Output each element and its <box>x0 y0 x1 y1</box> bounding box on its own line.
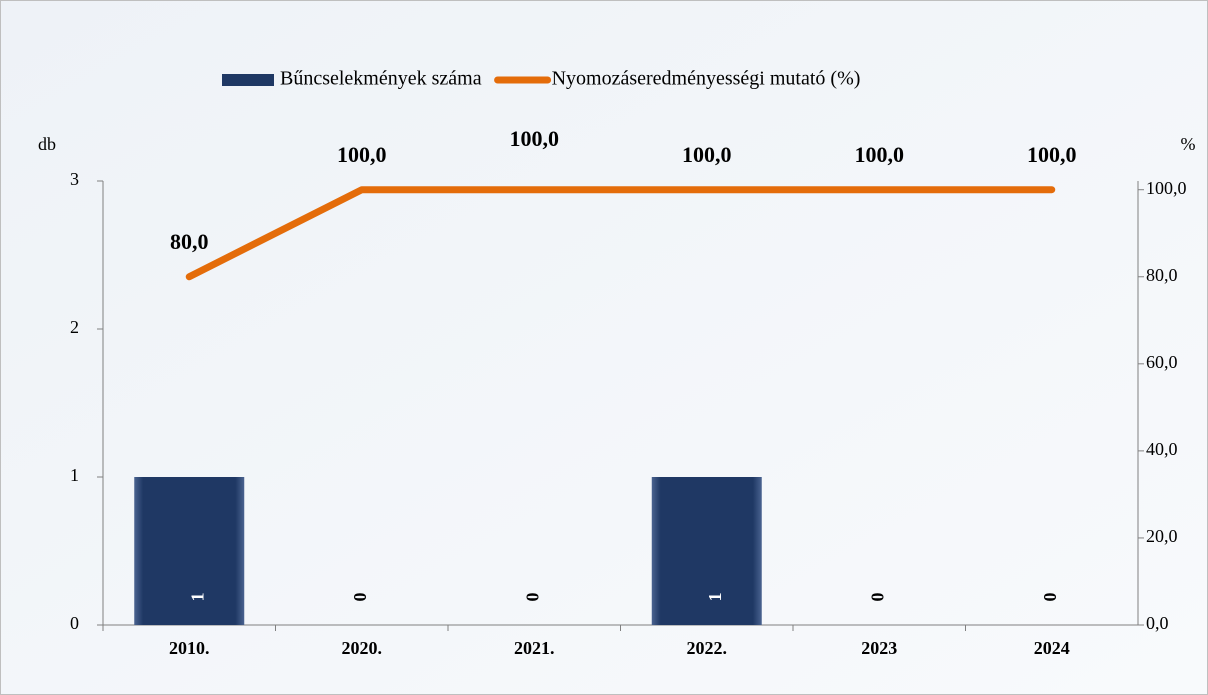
y-tick-label: 3 <box>70 169 79 189</box>
bar-value-label: 0 <box>867 593 887 602</box>
line-value-label: 80,0 <box>170 229 209 254</box>
bar-value-label: 0 <box>350 593 370 602</box>
legend-label: Bűncselekmények száma <box>280 68 482 90</box>
y2-tick-label: 40,0 <box>1146 439 1178 459</box>
legend-swatch <box>222 74 274 86</box>
y2-tick-label: 60,0 <box>1146 352 1178 372</box>
bar-value-label: 1 <box>187 593 207 602</box>
line-value-label: 100,0 <box>1027 142 1077 167</box>
y2-tick-label: 0,0 <box>1146 613 1169 633</box>
line-value-label: 100,0 <box>855 142 905 167</box>
x-tick-label: 2024 <box>1034 638 1070 658</box>
x-tick-label: 2023 <box>861 638 897 658</box>
y2-tick-label: 20,0 <box>1146 526 1178 546</box>
y-tick-label: 0 <box>70 613 79 633</box>
bar-value-label: 1 <box>705 593 725 602</box>
bar <box>652 477 762 625</box>
bar <box>134 477 244 625</box>
chart: db % 0 1 2 3 0,0 20,0 40,0 60,0 80,0 100,0 2010. 20… <box>0 0 1208 695</box>
y-axis-title: db <box>38 134 56 154</box>
y2-tick-label: 100,0 <box>1146 178 1187 198</box>
x-tick-label: 2020. <box>342 638 383 658</box>
x-tick-label: 2010. <box>169 638 210 658</box>
line-value-label: 100,0 <box>510 126 560 151</box>
y2-tick-label: 80,0 <box>1146 265 1178 285</box>
y-tick-label: 1 <box>70 465 79 485</box>
line-value-label: 100,0 <box>682 142 732 167</box>
y2-axis-title: % <box>1181 134 1196 154</box>
x-tick-label: 2021. <box>514 638 555 658</box>
bar-value-label: 0 <box>522 593 542 602</box>
line-value-label: 100,0 <box>337 142 387 167</box>
bar-value-label: 0 <box>1040 593 1060 602</box>
y-tick-label: 2 <box>70 317 79 337</box>
legend-label: Nyomozáseredményességi mutató (%) <box>552 68 861 90</box>
x-tick-label: 2022. <box>687 638 728 658</box>
